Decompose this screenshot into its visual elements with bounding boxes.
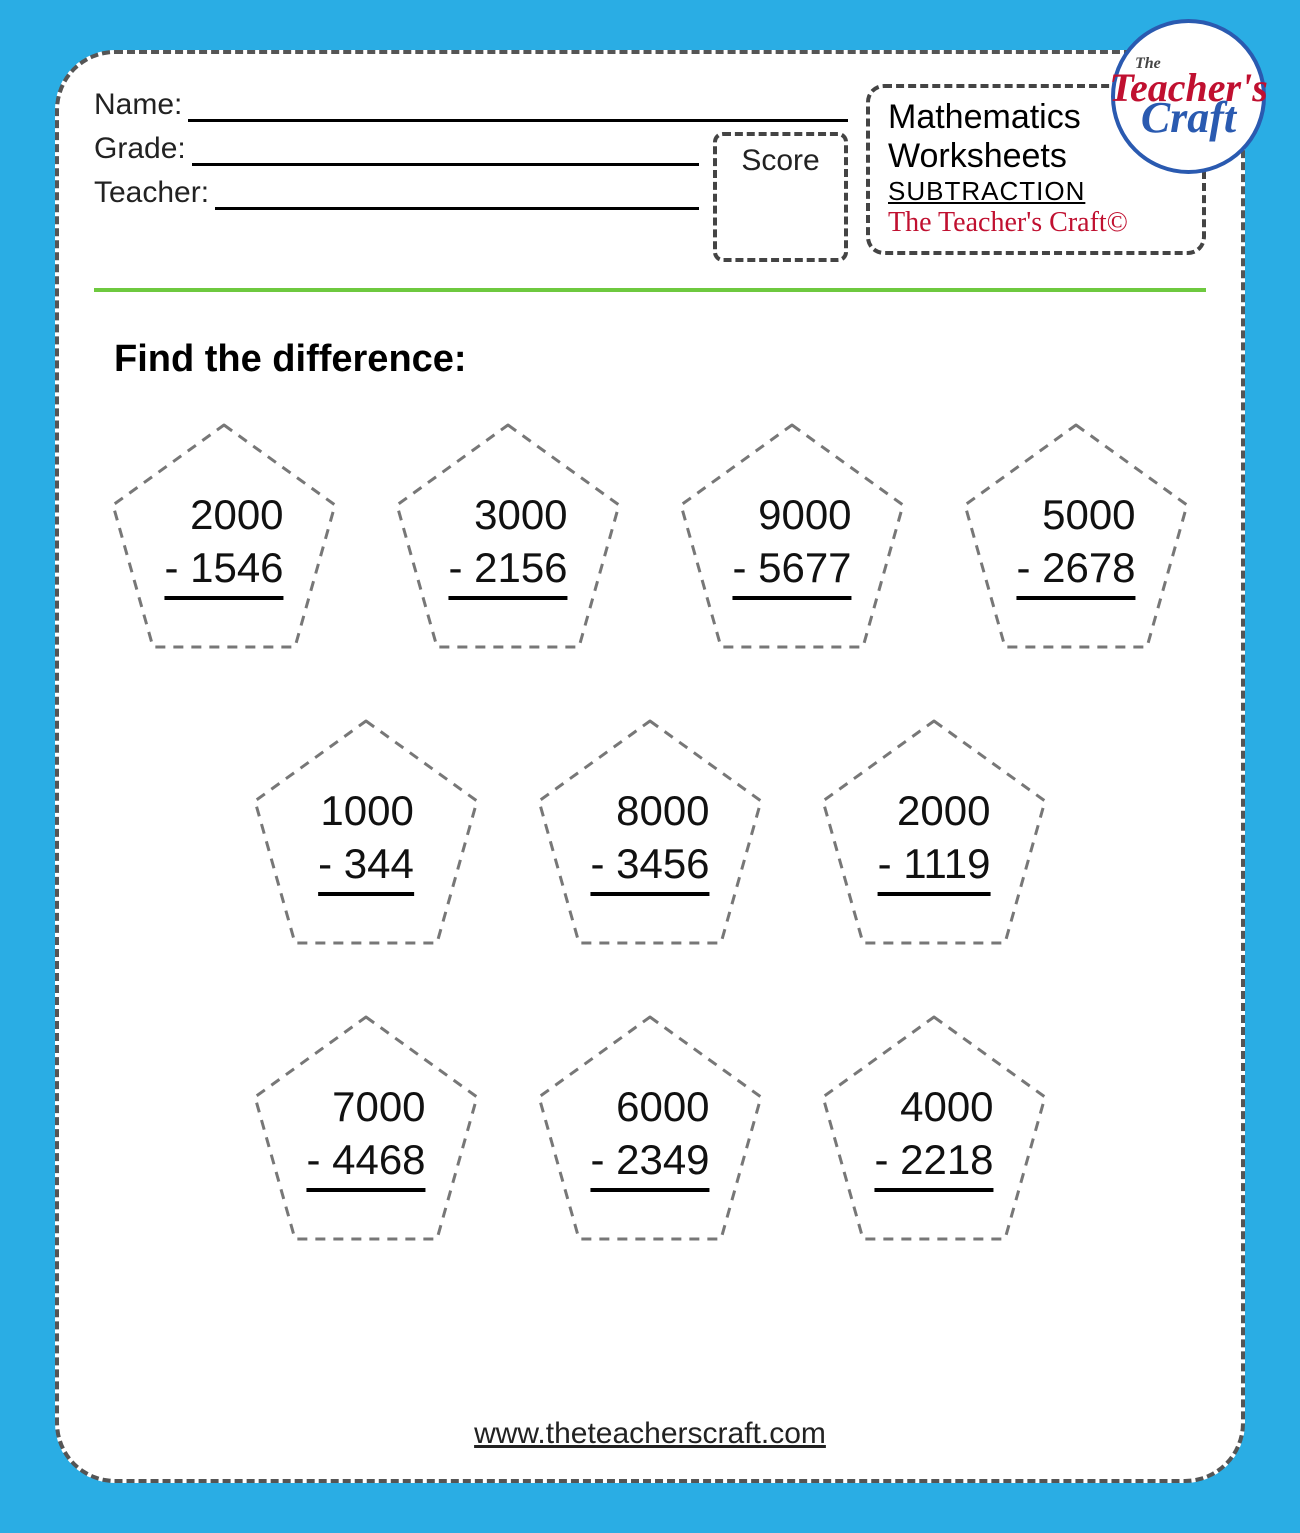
problem-row-1: 2000 - 1546 3000 - 2156 9000 - 5677 5000… xyxy=(105,417,1195,657)
problem-numbers: 9000 - 5677 xyxy=(732,489,851,600)
minuend: 6000 xyxy=(590,1081,709,1134)
subtrahend: - 2156 xyxy=(448,542,567,601)
subtrahend: - 2218 xyxy=(874,1134,993,1193)
minuend: 8000 xyxy=(590,785,709,838)
minuend: 2000 xyxy=(878,785,991,838)
problem-numbers: 5000 - 2678 xyxy=(1016,489,1135,600)
problem-pentagon[interactable]: 9000 - 5677 xyxy=(673,417,911,657)
problem-pentagon[interactable]: 7000 - 4468 xyxy=(247,1009,485,1249)
name-field: Name: xyxy=(94,88,848,122)
problem-numbers: 3000 - 2156 xyxy=(448,489,567,600)
name-line[interactable] xyxy=(188,94,848,122)
subtrahend: - 3456 xyxy=(590,838,709,897)
subtrahend: - 1546 xyxy=(164,542,283,601)
subtrahend: - 344 xyxy=(318,838,414,897)
instruction-text: Find the difference: xyxy=(114,338,1206,381)
subtrahend: - 2349 xyxy=(590,1134,709,1193)
problem-pentagon[interactable]: 8000 - 3456 xyxy=(531,713,769,953)
problem-numbers: 8000 - 3456 xyxy=(590,785,709,896)
header-row: Name: Grade: Teacher: Score xyxy=(94,84,1206,262)
problem-pentagon[interactable]: 2000 - 1119 xyxy=(815,713,1053,953)
problem-numbers: 4000 - 2218 xyxy=(874,1081,993,1192)
subtrahend: - 5677 xyxy=(732,542,851,601)
problem-row-3: 7000 - 4468 6000 - 2349 4000 - 2218 xyxy=(247,1009,1053,1249)
problem-numbers: 2000 - 1546 xyxy=(164,489,283,600)
grade-label: Grade: xyxy=(94,132,186,166)
footer-url: www.theteacherscraft.com xyxy=(59,1417,1241,1451)
subtrahend: - 4468 xyxy=(306,1134,425,1193)
problem-pentagon[interactable]: 6000 - 2349 xyxy=(531,1009,769,1249)
problem-pentagon[interactable]: 3000 - 2156 xyxy=(389,417,627,657)
divider-rule xyxy=(94,288,1206,292)
problem-pentagon[interactable]: 5000 - 2678 xyxy=(957,417,1195,657)
minuend: 5000 xyxy=(1016,489,1135,542)
minuend: 7000 xyxy=(306,1081,425,1134)
problem-numbers: 1000 - 344 xyxy=(318,785,414,896)
subtrahend: - 1119 xyxy=(878,838,991,897)
title-line3: SUBTRACTION xyxy=(888,176,1184,207)
name-block: Name: Grade: Teacher: Score xyxy=(94,84,848,262)
grade-field: Grade: xyxy=(94,132,699,166)
teacher-line[interactable] xyxy=(215,182,699,210)
minuend: 1000 xyxy=(318,785,414,838)
problem-pentagon[interactable]: 2000 - 1546 xyxy=(105,417,343,657)
minuend: 4000 xyxy=(874,1081,993,1134)
grade-line[interactable] xyxy=(192,138,699,166)
minuend: 9000 xyxy=(732,489,851,542)
worksheet-sheet: The Teacher's Craft Name: Grade: Teacher… xyxy=(55,50,1245,1483)
problem-pentagon[interactable]: 1000 - 344 xyxy=(247,713,485,953)
problem-numbers: 6000 - 2349 xyxy=(590,1081,709,1192)
logo-line2: Craft xyxy=(1141,99,1236,136)
title-line4: The Teacher's Craft© xyxy=(888,207,1184,239)
teacher-field: Teacher: xyxy=(94,176,699,210)
minuend: 2000 xyxy=(164,489,283,542)
problem-numbers: 7000 - 4468 xyxy=(306,1081,425,1192)
subtrahend: - 2678 xyxy=(1016,542,1135,601)
minuend: 3000 xyxy=(448,489,567,542)
problems-container: 2000 - 1546 3000 - 2156 9000 - 5677 5000… xyxy=(94,417,1206,1249)
brand-logo: The Teacher's Craft xyxy=(1111,19,1266,174)
problem-numbers: 2000 - 1119 xyxy=(878,785,991,896)
problem-pentagon[interactable]: 4000 - 2218 xyxy=(815,1009,1053,1249)
name-label: Name: xyxy=(94,88,182,122)
teacher-label: Teacher: xyxy=(94,176,209,210)
score-box[interactable]: Score xyxy=(713,132,848,262)
problem-row-2: 1000 - 344 8000 - 3456 2000 - 1119 xyxy=(247,713,1053,953)
score-label: Score xyxy=(741,144,819,177)
